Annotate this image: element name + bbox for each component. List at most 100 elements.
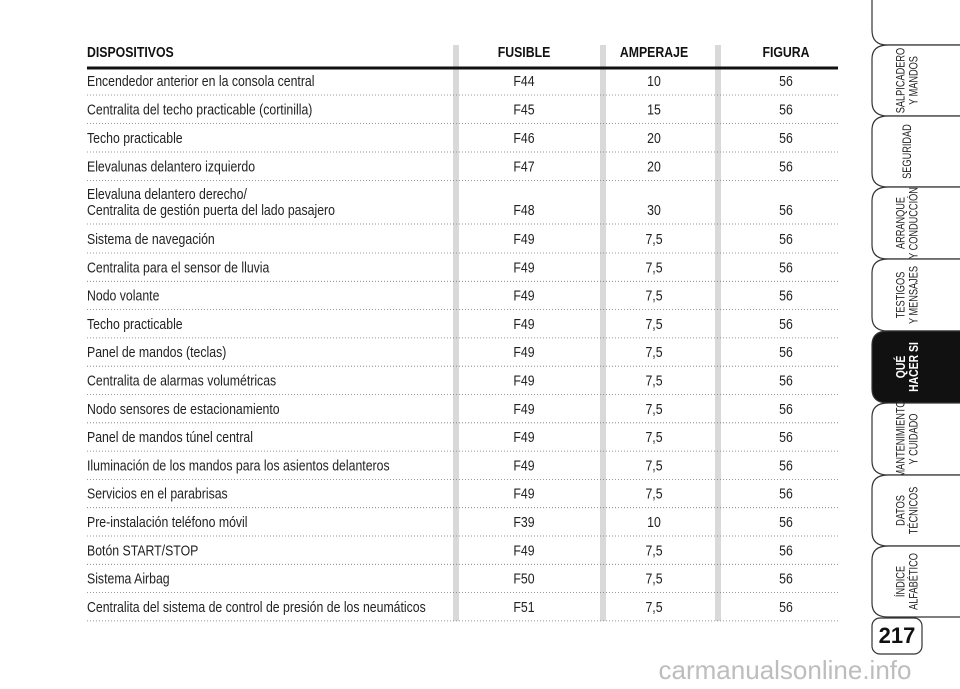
cell: 20 — [647, 158, 661, 174]
cell: 56 — [779, 514, 793, 530]
cell: F39 — [513, 514, 534, 530]
column-header: FUSIBLE — [498, 44, 551, 60]
cell: 7,5 — [645, 372, 662, 388]
cell: F50 — [513, 570, 535, 586]
cell: 56 — [779, 73, 793, 89]
cell: Techo practicable — [87, 130, 183, 146]
cell: 56 — [779, 401, 793, 417]
tab — [871, 115, 960, 188]
column-bar — [453, 45, 459, 621]
column-bar — [715, 45, 721, 621]
cell: 7,5 — [645, 287, 662, 303]
cell: Elevalunas delantero izquierdo — [87, 158, 255, 174]
tab-label: ÍNDICE — [893, 566, 907, 597]
cell: 56 — [779, 570, 793, 586]
cell: 7,5 — [645, 542, 662, 558]
cell: 7,5 — [645, 344, 662, 360]
tab-label: Y CONDUCCIÓN — [906, 187, 920, 259]
tab — [871, 545, 960, 618]
cell: 7,5 — [645, 259, 662, 275]
tab-top — [871, 0, 960, 46]
cell: F49 — [513, 457, 534, 473]
cell: 56 — [779, 599, 793, 615]
tab-label: TÉCNICOS — [906, 487, 920, 535]
page-number: 217 — [879, 623, 916, 648]
tab-label: QUÉ — [894, 356, 908, 379]
cell: 56 — [779, 429, 793, 445]
cell: F46 — [513, 130, 535, 146]
cell: F49 — [513, 401, 534, 417]
cell: F49 — [513, 486, 534, 502]
cell: 7,5 — [645, 599, 662, 615]
tab — [871, 186, 960, 260]
tab-label: ALFABÉTICO — [906, 553, 920, 610]
tab-label: MANTENIMIENTO — [896, 401, 908, 478]
tab — [871, 44, 960, 117]
column-bar — [600, 45, 606, 621]
page-number-box — [871, 617, 923, 655]
tab-label: Y CUIDADO — [909, 414, 921, 465]
cell: F49 — [513, 372, 534, 388]
cell: 56 — [779, 287, 793, 303]
cell: Nodo volante — [87, 287, 160, 303]
cell: 7,5 — [645, 401, 662, 417]
cell: 56 — [779, 101, 793, 117]
cell: 7,5 — [645, 231, 662, 247]
cell: F44 — [513, 73, 535, 89]
cell: 56 — [779, 542, 793, 558]
cell: Sistema de navegación — [87, 231, 215, 247]
column-header: FIGURA — [762, 44, 809, 60]
cell: F49 — [513, 344, 534, 360]
cell: 56 — [779, 457, 793, 473]
cell: Techo practicable — [87, 316, 183, 332]
cell: Encendedor anterior en la consola centra… — [87, 73, 314, 89]
cell: 7,5 — [645, 457, 662, 473]
cell: 56 — [779, 372, 793, 388]
tab-label: SEGURIDAD — [902, 124, 914, 179]
watermark: carmanualsonline.info — [659, 655, 912, 685]
cell: Pre-instalación teléfono móvil — [87, 514, 248, 530]
cell: 56 — [779, 202, 793, 218]
cell: Centralita de gestión puerta del lado pa… — [87, 202, 335, 218]
tab-label: DATOS — [896, 495, 908, 526]
cell: Centralita de alarmas volumétricas — [87, 372, 276, 388]
column-header: AMPERAJE — [620, 44, 688, 60]
cell: 7,5 — [645, 429, 662, 445]
cell: Panel de mandos (teclas) — [87, 344, 226, 360]
cell: F49 — [513, 287, 534, 303]
cell: 56 — [779, 259, 793, 275]
tab — [871, 402, 960, 476]
cell: 7,5 — [645, 570, 662, 586]
cell: F48 — [513, 202, 535, 218]
tab — [871, 330, 960, 404]
cell: 7,5 — [645, 316, 662, 332]
cell: Panel de mandos túnel central — [87, 429, 253, 445]
cell: 56 — [779, 344, 793, 360]
cell: 15 — [647, 101, 661, 117]
tab-label: ARRANQUE — [896, 197, 908, 249]
cell: Sistema Airbag — [87, 570, 170, 586]
cell: 10 — [647, 73, 661, 89]
cell: F49 — [513, 429, 534, 445]
cell: 56 — [779, 316, 793, 332]
cell: 10 — [647, 514, 661, 530]
tab-label: Y MANDOS — [909, 56, 921, 105]
cell: 30 — [647, 202, 661, 218]
cell: Servicios en el parabrisas — [87, 486, 228, 502]
tab — [871, 258, 960, 332]
cell: 56 — [779, 158, 793, 174]
tab-label: TESTIGOS — [896, 272, 908, 319]
tab-label: Y MENSAJES — [909, 266, 921, 324]
cell: Centralita del techo practicable (cortin… — [87, 101, 312, 117]
cell: F47 — [513, 158, 534, 174]
cell: 56 — [779, 130, 793, 146]
cell: F45 — [513, 101, 535, 117]
cell: 56 — [779, 231, 793, 247]
cell: 7,5 — [645, 486, 662, 502]
cell: 56 — [779, 486, 793, 502]
tab-label: SALPICADERO — [896, 48, 908, 113]
cell: Centralita del sistema de control de pre… — [87, 599, 426, 615]
cell: 20 — [647, 130, 661, 146]
column-header: DISPOSITIVOS — [87, 44, 174, 60]
